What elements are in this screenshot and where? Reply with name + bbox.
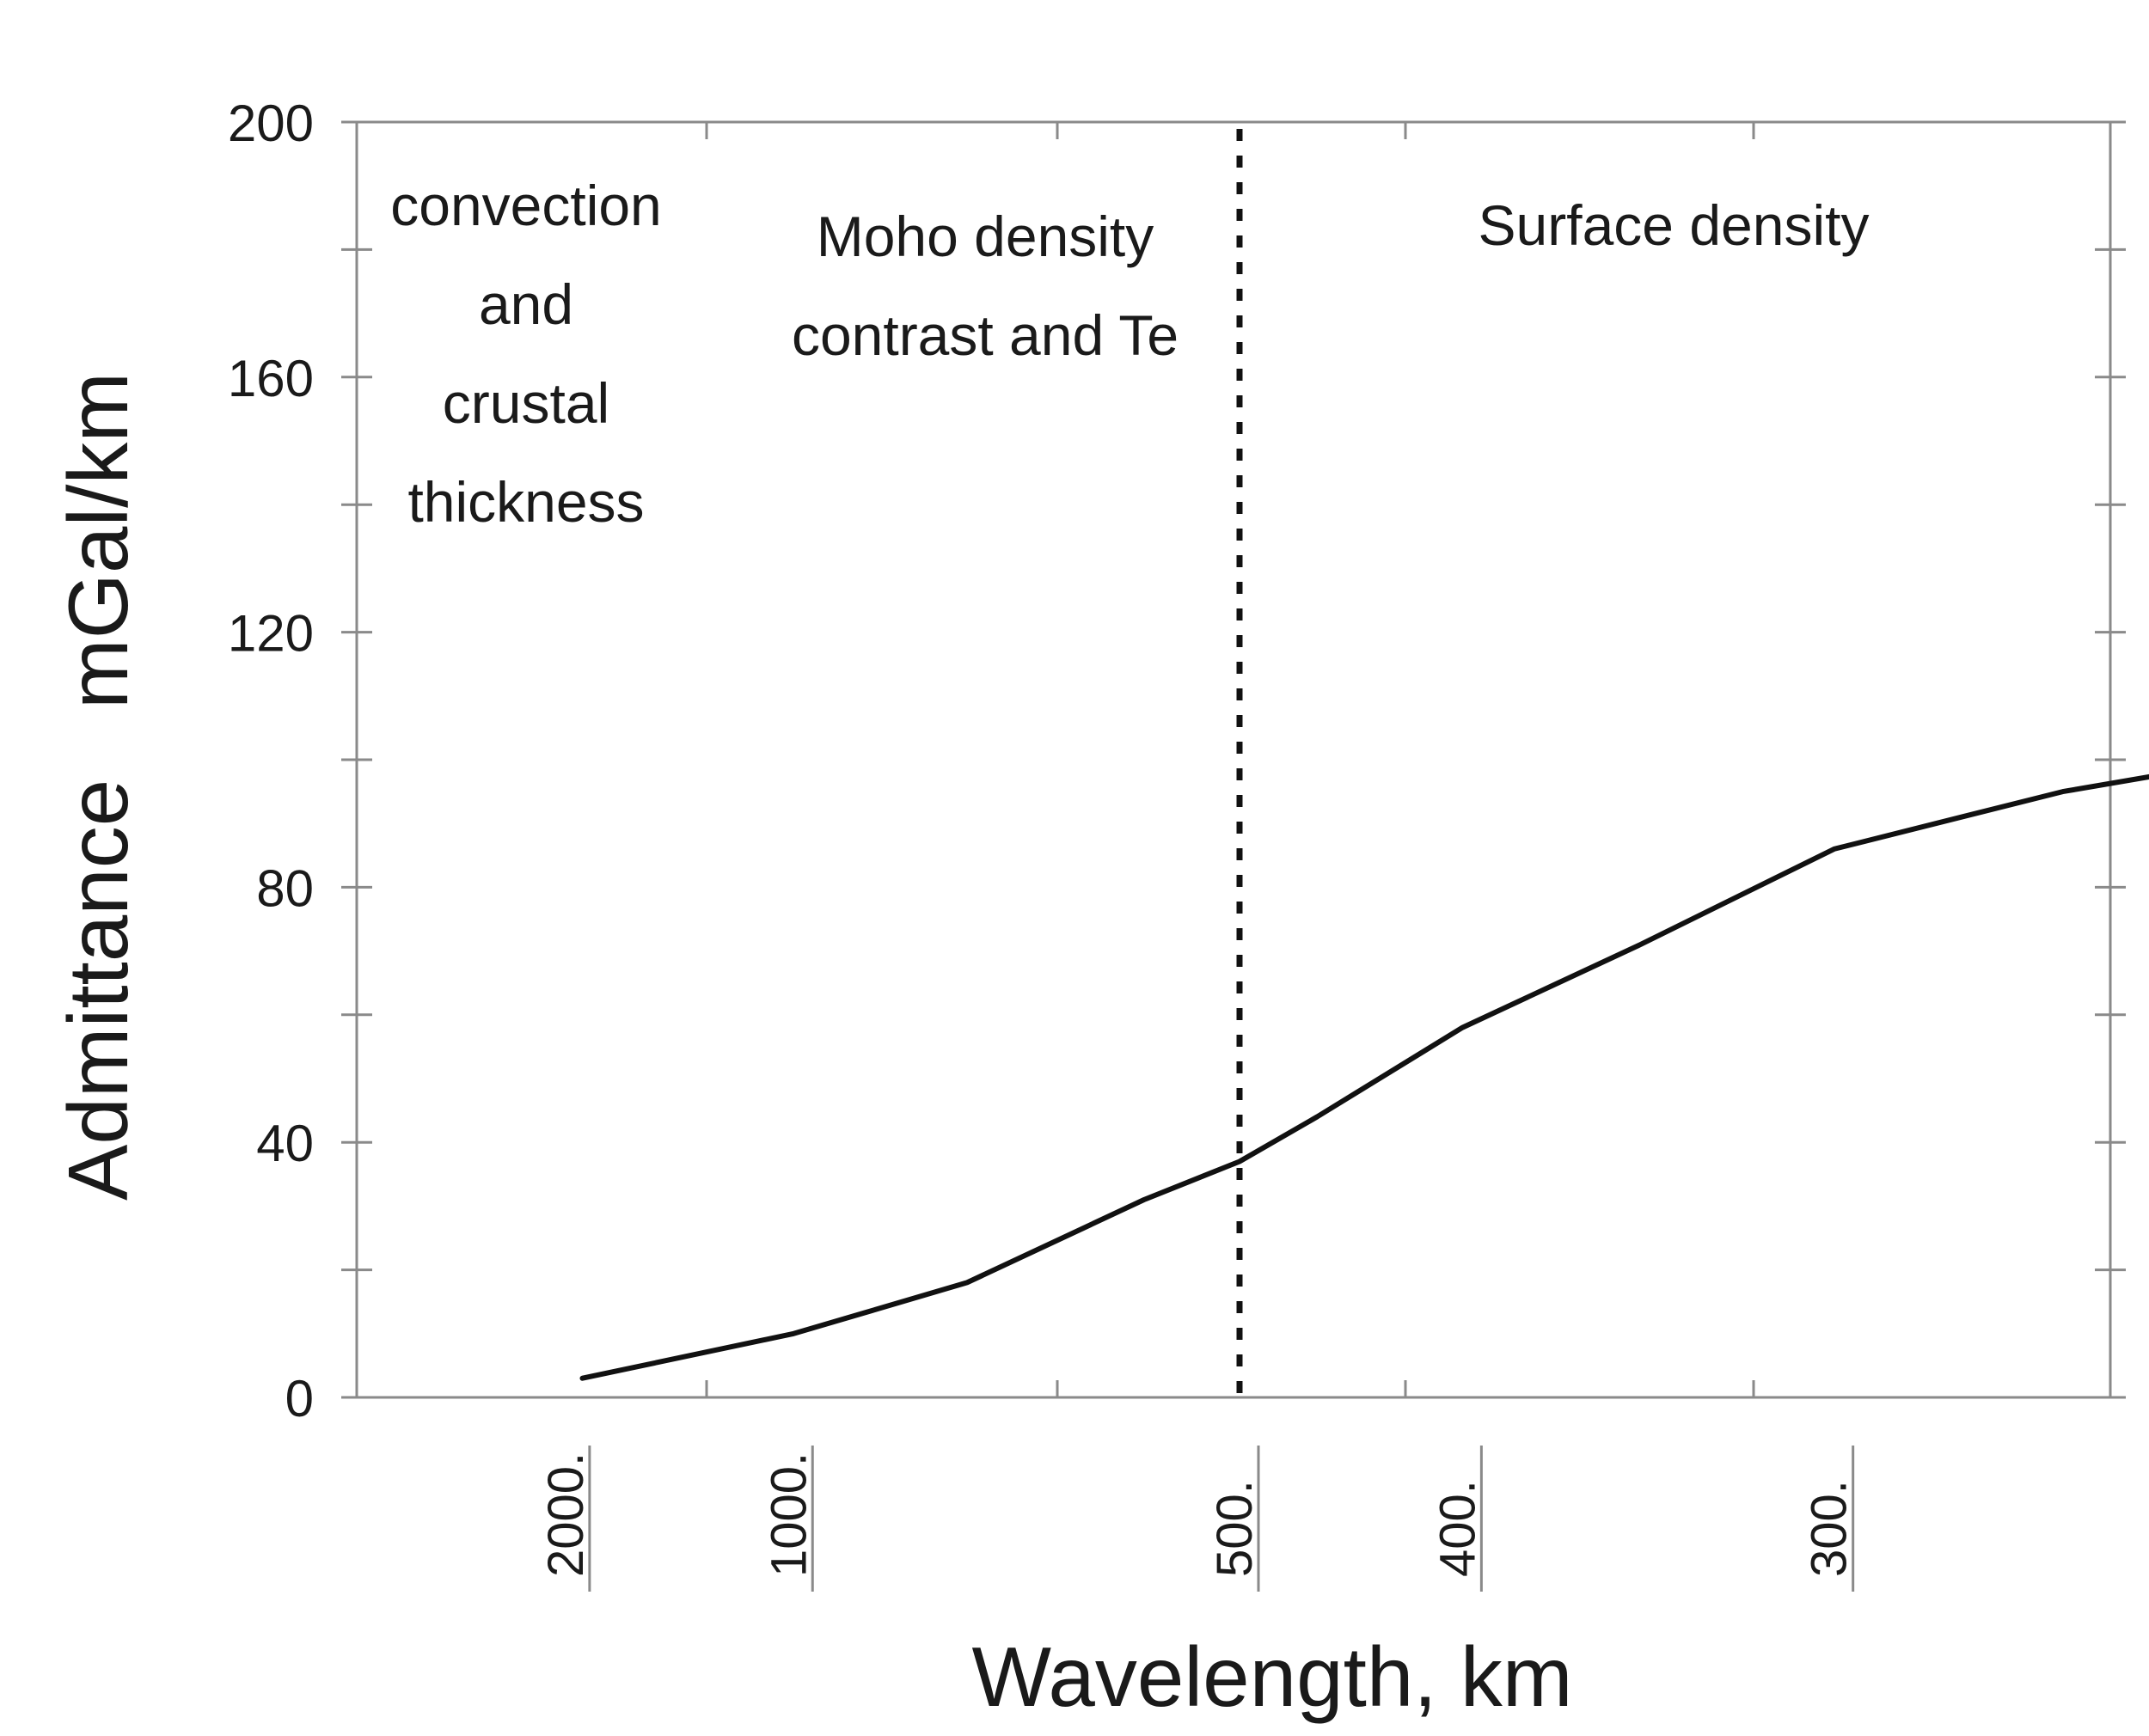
y-tick-labels: 0 40 80 120 160 200 — [228, 95, 314, 1427]
x-tick-label: 2000. — [538, 1452, 594, 1577]
x-tick-label: 1000. — [761, 1452, 817, 1577]
region-label-line: contrast and Te — [792, 303, 1179, 367]
region-labels: convection and crustal thickness Moho densit… — [390, 174, 1869, 534]
region-label-line: and — [479, 272, 573, 336]
region-label-surface-density: Surface density — [1479, 193, 1870, 257]
y-tick-label: 160 — [228, 350, 314, 407]
region-label-line: thickness — [407, 470, 644, 534]
x-tick-label: 400. — [1430, 1480, 1485, 1577]
y-tick-label: 80 — [256, 859, 314, 917]
x-tick-label: 300. — [1802, 1480, 1858, 1577]
y-tick-label: 200 — [228, 95, 314, 152]
x-tick-labels: 2000.1000.500.400.300.200. — [538, 1446, 1858, 1592]
x-tick-label: 500. — [1207, 1480, 1263, 1577]
y-axis-label: Admittance mGal/km — [51, 372, 145, 1201]
region-label-line: Surface density — [1479, 193, 1870, 257]
plot-frame — [355, 120, 2112, 1399]
region-label-moho-density-contrast-and-te: Moho density contrast and Te — [792, 205, 1179, 367]
admittance-curve — [579, 773, 2149, 1381]
axis-ticks — [341, 120, 2126, 1399]
region-label-convection-and-crustal-thickness: convection and crustal thickness — [390, 174, 662, 534]
y-tick-label: 120 — [228, 605, 314, 663]
region-label-line: Moho density — [817, 205, 1154, 268]
region-label-line: convection — [390, 174, 662, 237]
x-axis-label: Wavelength, km — [972, 1629, 1573, 1724]
region-dividers — [1236, 129, 1243, 1403]
y-tick-label: 0 — [285, 1370, 314, 1427]
y-tick-label: 40 — [256, 1115, 314, 1172]
region-label-line: crustal — [443, 371, 609, 435]
